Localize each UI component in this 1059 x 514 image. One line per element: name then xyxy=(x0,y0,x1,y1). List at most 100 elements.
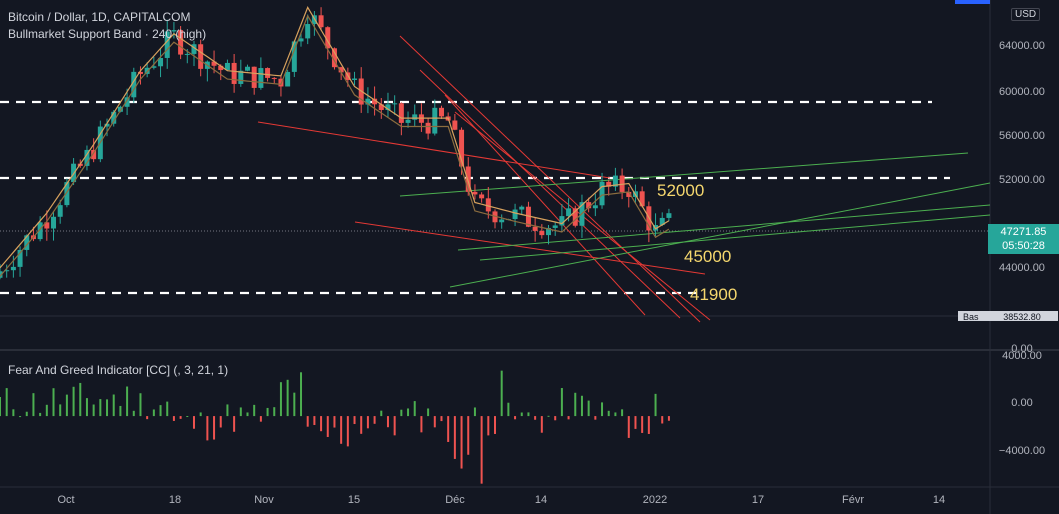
candle-body xyxy=(365,98,371,105)
fear-greed-bar xyxy=(447,416,450,442)
fear-greed-bar xyxy=(79,382,82,417)
trendline-green-4[interactable] xyxy=(479,214,991,261)
fear-greed-bar xyxy=(132,410,135,417)
fear-greed-bar xyxy=(246,412,249,417)
time-label: Nov xyxy=(254,494,274,506)
fear-greed-bar xyxy=(85,398,88,417)
candle-body xyxy=(57,205,63,217)
candle-body xyxy=(37,222,43,240)
candle-body xyxy=(539,230,545,236)
fear-greed-bar xyxy=(487,416,490,436)
candle-body xyxy=(499,219,505,223)
fear-greed-bar xyxy=(420,416,423,433)
trendline-green-1[interactable] xyxy=(399,152,969,197)
candle-body xyxy=(238,70,244,84)
fear-greed-bar xyxy=(547,415,550,417)
price-label: 44000.00 xyxy=(999,262,1045,274)
fear-greed-bar xyxy=(567,416,570,420)
candle-body xyxy=(4,270,10,272)
fear-greed-bar xyxy=(159,405,162,417)
candle-body xyxy=(137,71,143,74)
fear-greed-bar xyxy=(340,416,343,444)
candle-body xyxy=(546,227,552,236)
time-label: Oct xyxy=(57,494,74,506)
indicator-label: −4000.00 xyxy=(999,445,1045,457)
fear-greed-bar xyxy=(380,410,383,417)
fear-greed-bar xyxy=(5,388,8,417)
indicator-legend[interactable]: Bullmarket Support Band · 240 (high) xyxy=(8,27,207,41)
candle-body xyxy=(271,77,277,79)
candle-body xyxy=(566,208,572,217)
fear-greed-bar xyxy=(306,416,309,427)
annotation-41900[interactable]: 41900 xyxy=(690,285,738,304)
fear-greed-bar xyxy=(580,395,583,417)
fear-greed-bar xyxy=(534,416,537,420)
annotation-52000[interactable]: 52000 xyxy=(657,181,705,200)
fear-greed-bar xyxy=(634,416,637,429)
chart-title[interactable]: Bitcoin / Dollar, 1D, CAPITALCOM xyxy=(8,10,191,24)
fear-greed-bar xyxy=(0,396,1,417)
fear-greed-bar xyxy=(286,379,289,417)
fear-greed-bar xyxy=(179,416,182,419)
fear-greed-bar xyxy=(99,399,102,417)
candle-body xyxy=(559,216,565,226)
candle-body xyxy=(586,202,592,209)
candle-body xyxy=(224,62,230,71)
fear-greed-bar xyxy=(360,416,363,434)
fear-greed-bar xyxy=(119,405,122,417)
candle-body xyxy=(452,120,458,130)
fear-greed-title[interactable]: Fear And Greed Indicator [CC] (, 3, 21, … xyxy=(8,363,229,377)
fear-greed-bar xyxy=(594,416,597,420)
candle-body xyxy=(519,206,525,210)
candle-body xyxy=(245,66,250,71)
candle-body xyxy=(10,266,16,271)
candle-body xyxy=(111,111,117,124)
fear-greed-bar xyxy=(45,404,48,417)
fear-greed-bar xyxy=(12,409,15,417)
time-label: 18 xyxy=(169,494,181,506)
candle-body xyxy=(465,166,471,192)
time-label: 15 xyxy=(348,494,360,506)
candle-body xyxy=(666,213,672,218)
fear-greed-bar xyxy=(92,404,95,417)
fear-greed-bar xyxy=(273,407,276,417)
fear-greed-bar xyxy=(661,416,664,424)
fear-greed-bar xyxy=(427,408,430,417)
fear-greed-bar xyxy=(413,401,416,417)
candle-body xyxy=(606,181,612,187)
candle-body xyxy=(265,68,271,78)
low-price-label: 38532.80 xyxy=(1003,312,1041,322)
trendline-red-6[interactable] xyxy=(354,221,706,275)
candle-body xyxy=(459,129,465,167)
fear-greed-bar xyxy=(366,416,369,429)
fear-greed-bar xyxy=(39,412,42,417)
trendline-green-2[interactable] xyxy=(449,182,991,288)
candle-body xyxy=(425,122,431,134)
fear-greed-bar xyxy=(514,416,517,420)
fear-greed-bar xyxy=(126,386,129,417)
fear-greed-bar xyxy=(473,407,476,417)
fear-greed-bar xyxy=(146,416,149,420)
trendline-red-2[interactable] xyxy=(419,69,681,319)
trendline-green-3[interactable] xyxy=(457,204,991,251)
trendline-red-5[interactable] xyxy=(257,121,611,179)
trendline-red-1[interactable] xyxy=(399,35,701,323)
fear-greed-bar xyxy=(219,416,222,428)
candle-body xyxy=(198,44,204,69)
candle-body xyxy=(117,106,123,112)
candle-body xyxy=(572,208,578,226)
candle-body xyxy=(104,123,110,127)
time-label: 17 xyxy=(752,494,764,506)
currency-badge[interactable]: USD xyxy=(1011,8,1041,21)
time-label: 14 xyxy=(933,494,945,506)
fear-greed-bar xyxy=(601,402,604,417)
fear-greed-bar xyxy=(25,411,28,417)
fear-greed-bar xyxy=(440,416,443,422)
fear-greed-bar xyxy=(654,393,657,417)
fear-greed-bar xyxy=(293,392,296,417)
candle-body xyxy=(512,209,518,220)
candle-body xyxy=(398,103,404,123)
annotation-45000[interactable]: 45000 xyxy=(684,247,732,266)
candle-body xyxy=(84,149,90,166)
